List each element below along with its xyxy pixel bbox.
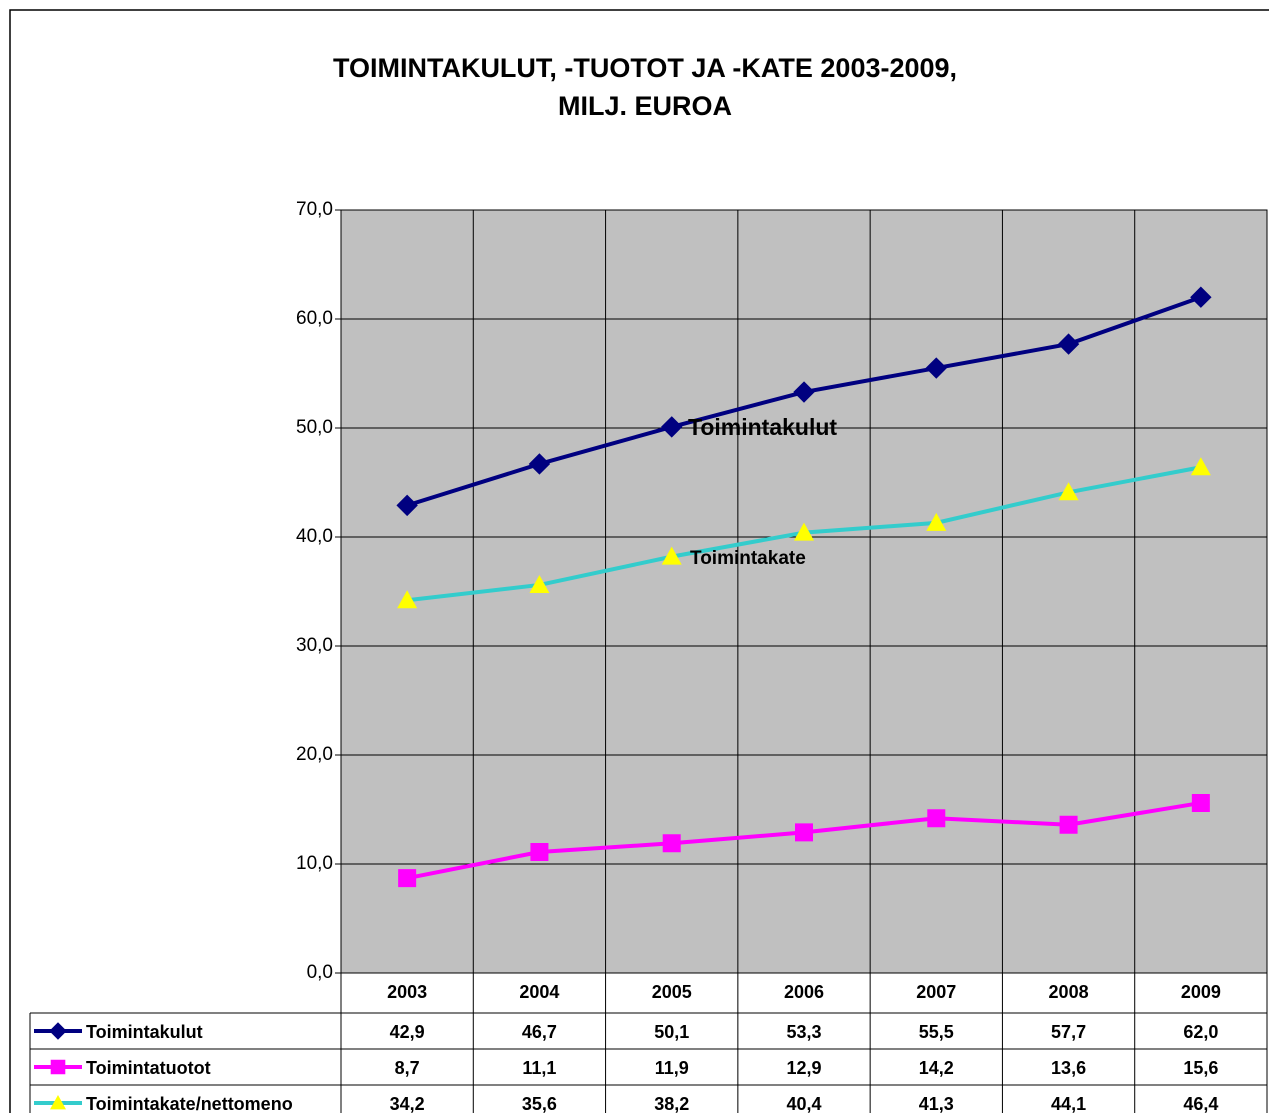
table-cell: 46,4 <box>1183 1094 1218 1113</box>
table-cell: 35,6 <box>522 1094 557 1113</box>
data-point <box>397 590 418 609</box>
table-cell: 38,2 <box>654 1094 689 1113</box>
data-point <box>1058 482 1079 501</box>
y-tick-label: 0,0 <box>307 962 333 983</box>
x-tick-label: 2003 <box>387 982 427 1002</box>
data-point <box>396 494 418 517</box>
table-cell: 8,7 <box>395 1058 420 1078</box>
legend-marker <box>50 1059 66 1075</box>
data-point <box>794 522 814 541</box>
table-cell: 40,4 <box>786 1094 821 1113</box>
legend-marker <box>49 1022 67 1040</box>
y-tick-label: 60,0 <box>296 308 333 329</box>
legend-label: Toimintakulut <box>86 1022 203 1042</box>
x-tick-label: 2004 <box>519 982 559 1002</box>
data-point <box>661 416 683 438</box>
data-point <box>1191 793 1210 812</box>
y-tick-label: 20,0 <box>296 744 333 765</box>
y-tick-label: 70,0 <box>296 199 333 220</box>
x-tick-label: 2009 <box>1181 982 1221 1002</box>
chart-title: MILJ. EUROA <box>558 91 732 121</box>
data-point <box>530 843 549 862</box>
data-point <box>1059 815 1078 834</box>
data-point <box>1190 457 1211 476</box>
table-cell: 15,6 <box>1183 1058 1218 1078</box>
legend-label: Toimintakate/nettomeno <box>86 1094 293 1113</box>
table-cell: 12,9 <box>786 1058 821 1078</box>
table-cell: 55,5 <box>919 1022 954 1042</box>
data-point <box>926 512 947 531</box>
data-point <box>662 834 681 853</box>
data-point <box>661 546 682 565</box>
table-cell: 42,9 <box>390 1022 425 1042</box>
table-cell: 50,1 <box>654 1022 689 1042</box>
annotation: Toimintakulut <box>688 414 837 440</box>
table-cell: 53,3 <box>786 1022 821 1042</box>
table-cell: 34,2 <box>390 1094 425 1113</box>
table-cell: 46,7 <box>522 1022 557 1042</box>
x-tick-label: 2007 <box>916 982 956 1002</box>
table-cell: 57,7 <box>1051 1022 1086 1042</box>
x-tick-label: 2006 <box>784 982 824 1002</box>
data-point <box>398 869 417 888</box>
x-tick-label: 2008 <box>1049 982 1089 1002</box>
table-cell: 14,2 <box>919 1058 954 1078</box>
data-point <box>927 809 946 828</box>
data-point <box>529 574 550 593</box>
legend-label: Toimintatuotot <box>86 1058 211 1078</box>
y-tick-label: 10,0 <box>296 853 333 874</box>
legend-marker <box>50 1095 66 1110</box>
chart-title: TOIMINTAKULUT, -TUOTOT JA -KATE 2003-200… <box>333 53 957 83</box>
data-point <box>1057 333 1080 355</box>
table-cell: 11,1 <box>522 1058 556 1078</box>
table-cell: 62,0 <box>1183 1022 1218 1042</box>
table-cell: 11,9 <box>655 1058 689 1078</box>
table-cell: 41,3 <box>919 1094 954 1113</box>
data-point <box>793 381 815 403</box>
y-tick-label: 40,0 <box>296 526 333 547</box>
x-tick-label: 2005 <box>652 982 692 1002</box>
y-tick-label: 30,0 <box>296 635 333 656</box>
annotation: Toimintakate <box>690 548 806 569</box>
table-cell: 44,1 <box>1051 1094 1086 1113</box>
data-point <box>795 823 813 842</box>
data-point <box>925 357 947 379</box>
y-tick-label: 50,0 <box>296 417 333 438</box>
data-point <box>1190 286 1212 308</box>
table-cell: 13,6 <box>1051 1058 1086 1078</box>
data-point <box>528 453 551 475</box>
